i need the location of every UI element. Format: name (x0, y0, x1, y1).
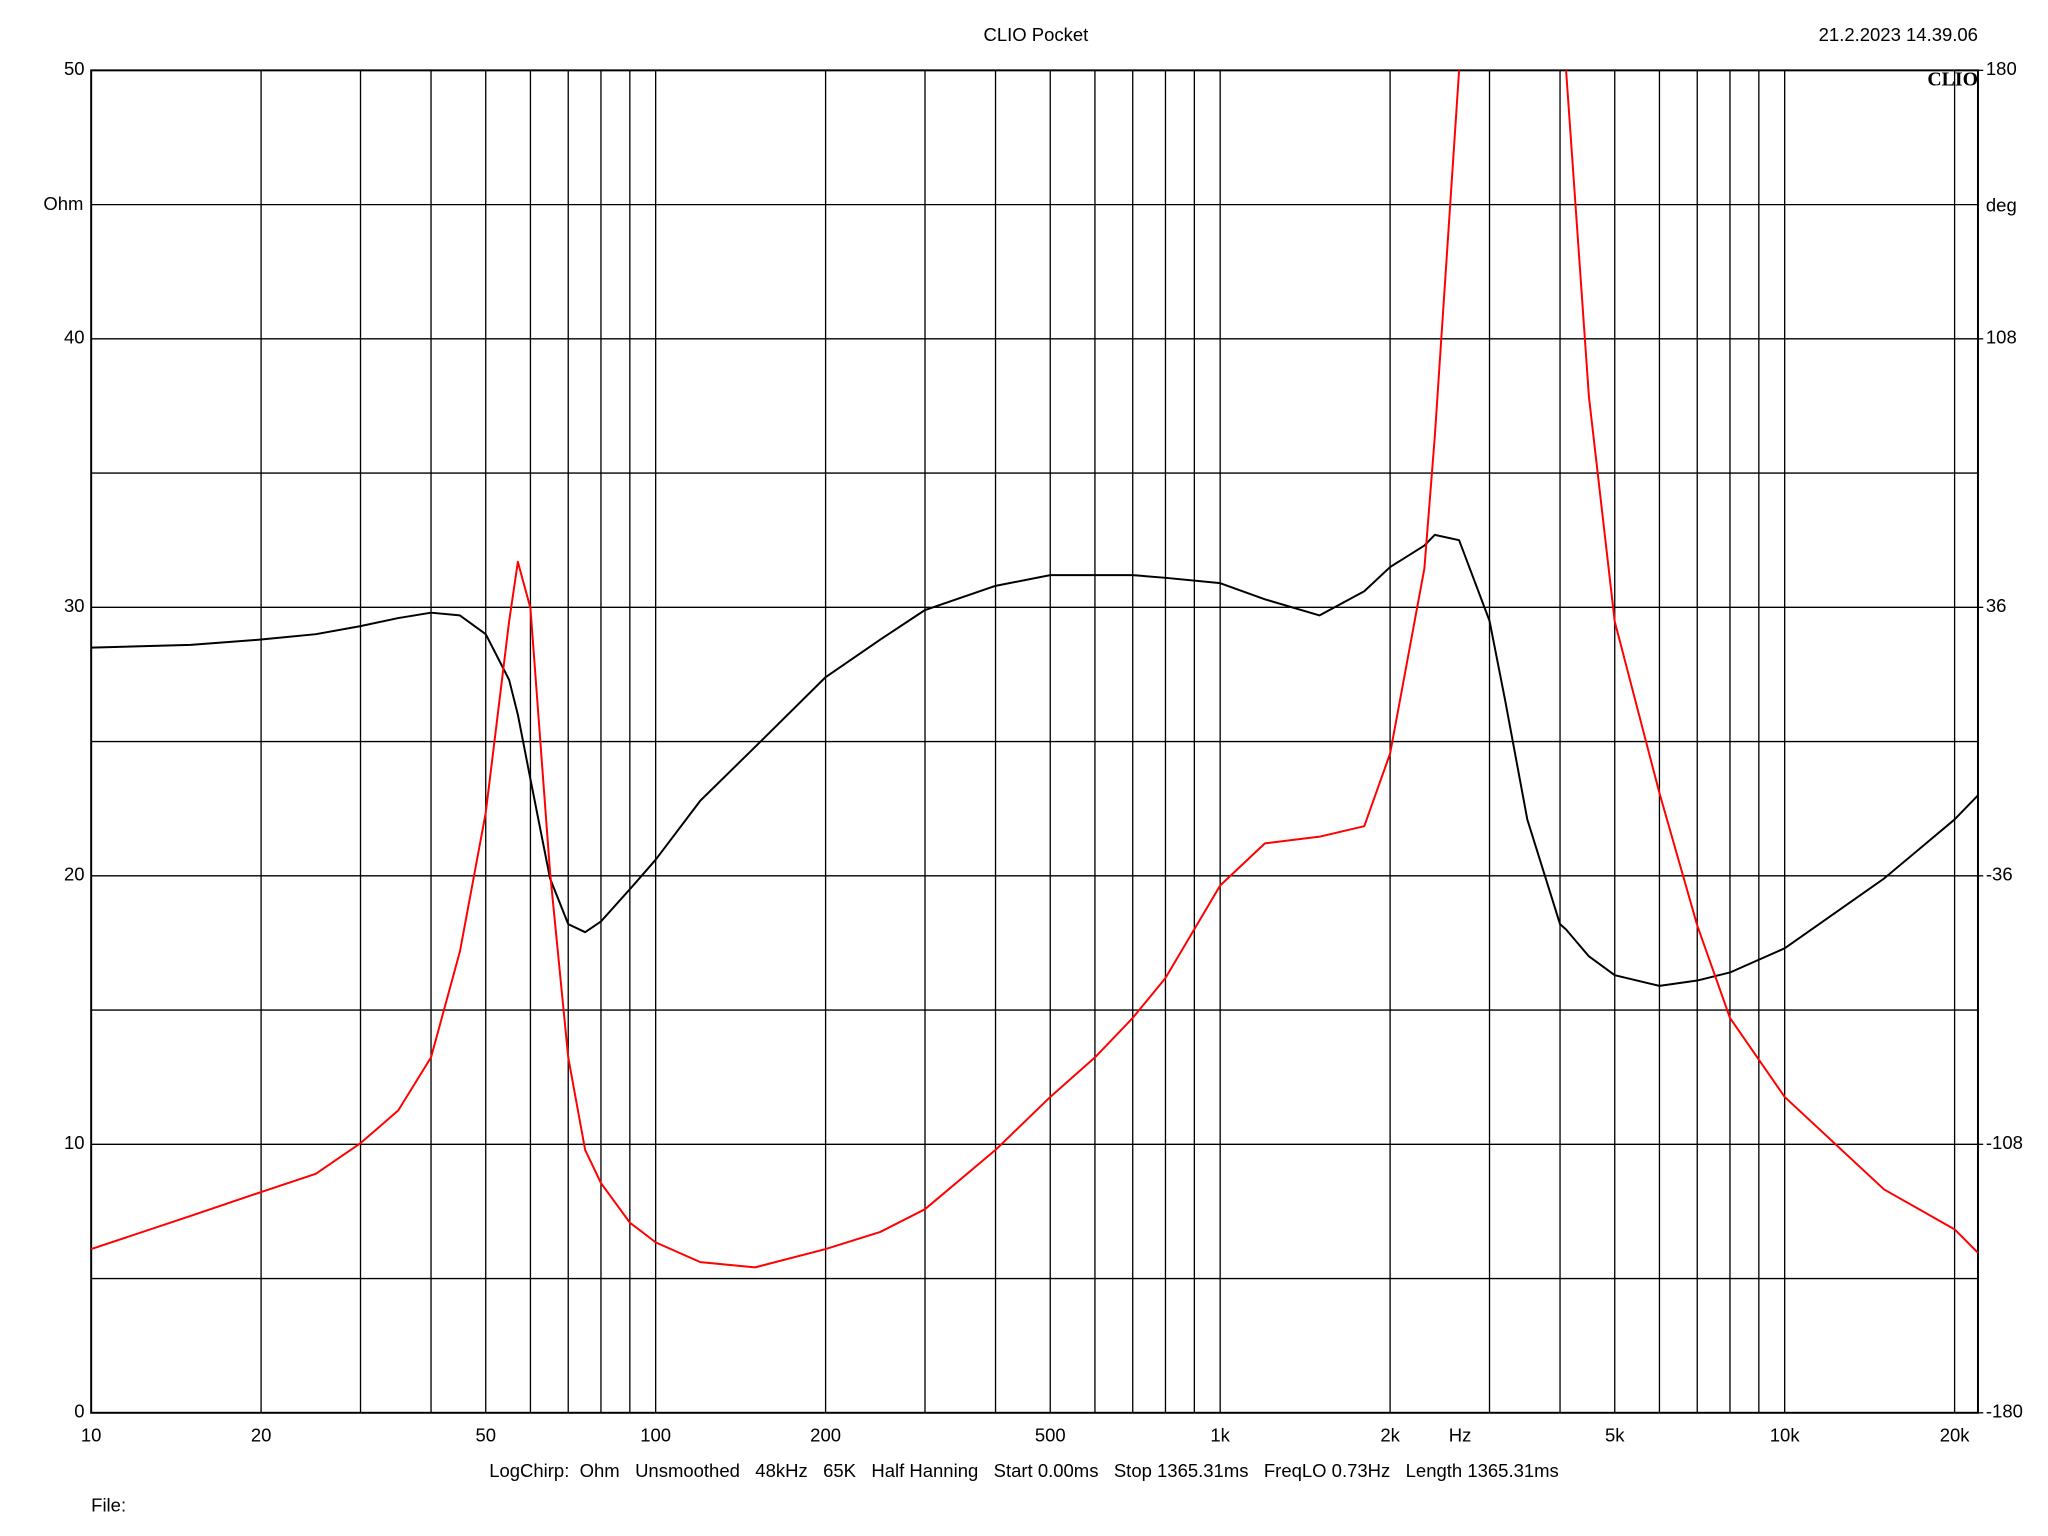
y2-tick-label: 36 (1986, 595, 2007, 616)
x-tick-label: 10 (81, 1424, 102, 1445)
y-tick-label: 50 (64, 58, 85, 79)
x-tick-label: 20 (251, 1424, 272, 1445)
y2-tick-label: -180 (1986, 1401, 2023, 1422)
x-tick-label: 1k (1210, 1424, 1230, 1445)
x-tick-label: 10k (1770, 1424, 1801, 1445)
y-axis-label: Ohm (43, 193, 83, 214)
file-label: File: (91, 1494, 126, 1515)
x-axis-label: Hz (1449, 1424, 1472, 1445)
y-tick-label: 20 (64, 864, 85, 885)
x-tick-label: 50 (475, 1424, 496, 1445)
y-tick-label: 0 (74, 1401, 84, 1422)
timestamp: 21.2.2023 14.39.06 (1819, 24, 1978, 45)
x-tick-label: 100 (640, 1424, 671, 1445)
x-tick-label: 500 (1035, 1424, 1066, 1445)
x-tick-label: 5k (1605, 1424, 1625, 1445)
y2-tick-label: 108 (1986, 327, 2017, 348)
chart-title: CLIO Pocket (983, 24, 1088, 45)
plot-frame (90, 69, 1979, 1414)
x-tick-label: 200 (810, 1424, 841, 1445)
y2-tick-label: 180 (1986, 58, 2017, 79)
y2-tick-label: -108 (1986, 1132, 2023, 1153)
y-tick-label: 40 (64, 327, 85, 348)
logo: CLIO (1927, 68, 1978, 90)
series-line (90, 70, 1979, 1269)
y2-tick-label: -36 (1986, 864, 2013, 885)
y2-axis-label: deg (1986, 194, 2017, 215)
x-tick-label: 2k (1380, 1424, 1400, 1445)
y-tick-label: 10 (64, 1132, 85, 1153)
series-line (91, 533, 1979, 987)
y-tick-label: 30 (64, 595, 85, 616)
x-tick-label: 20k (1940, 1424, 1971, 1445)
footer: LogChirp: Ohm Unsmoothed 48kHz 65K Half … (489, 1460, 1559, 1481)
